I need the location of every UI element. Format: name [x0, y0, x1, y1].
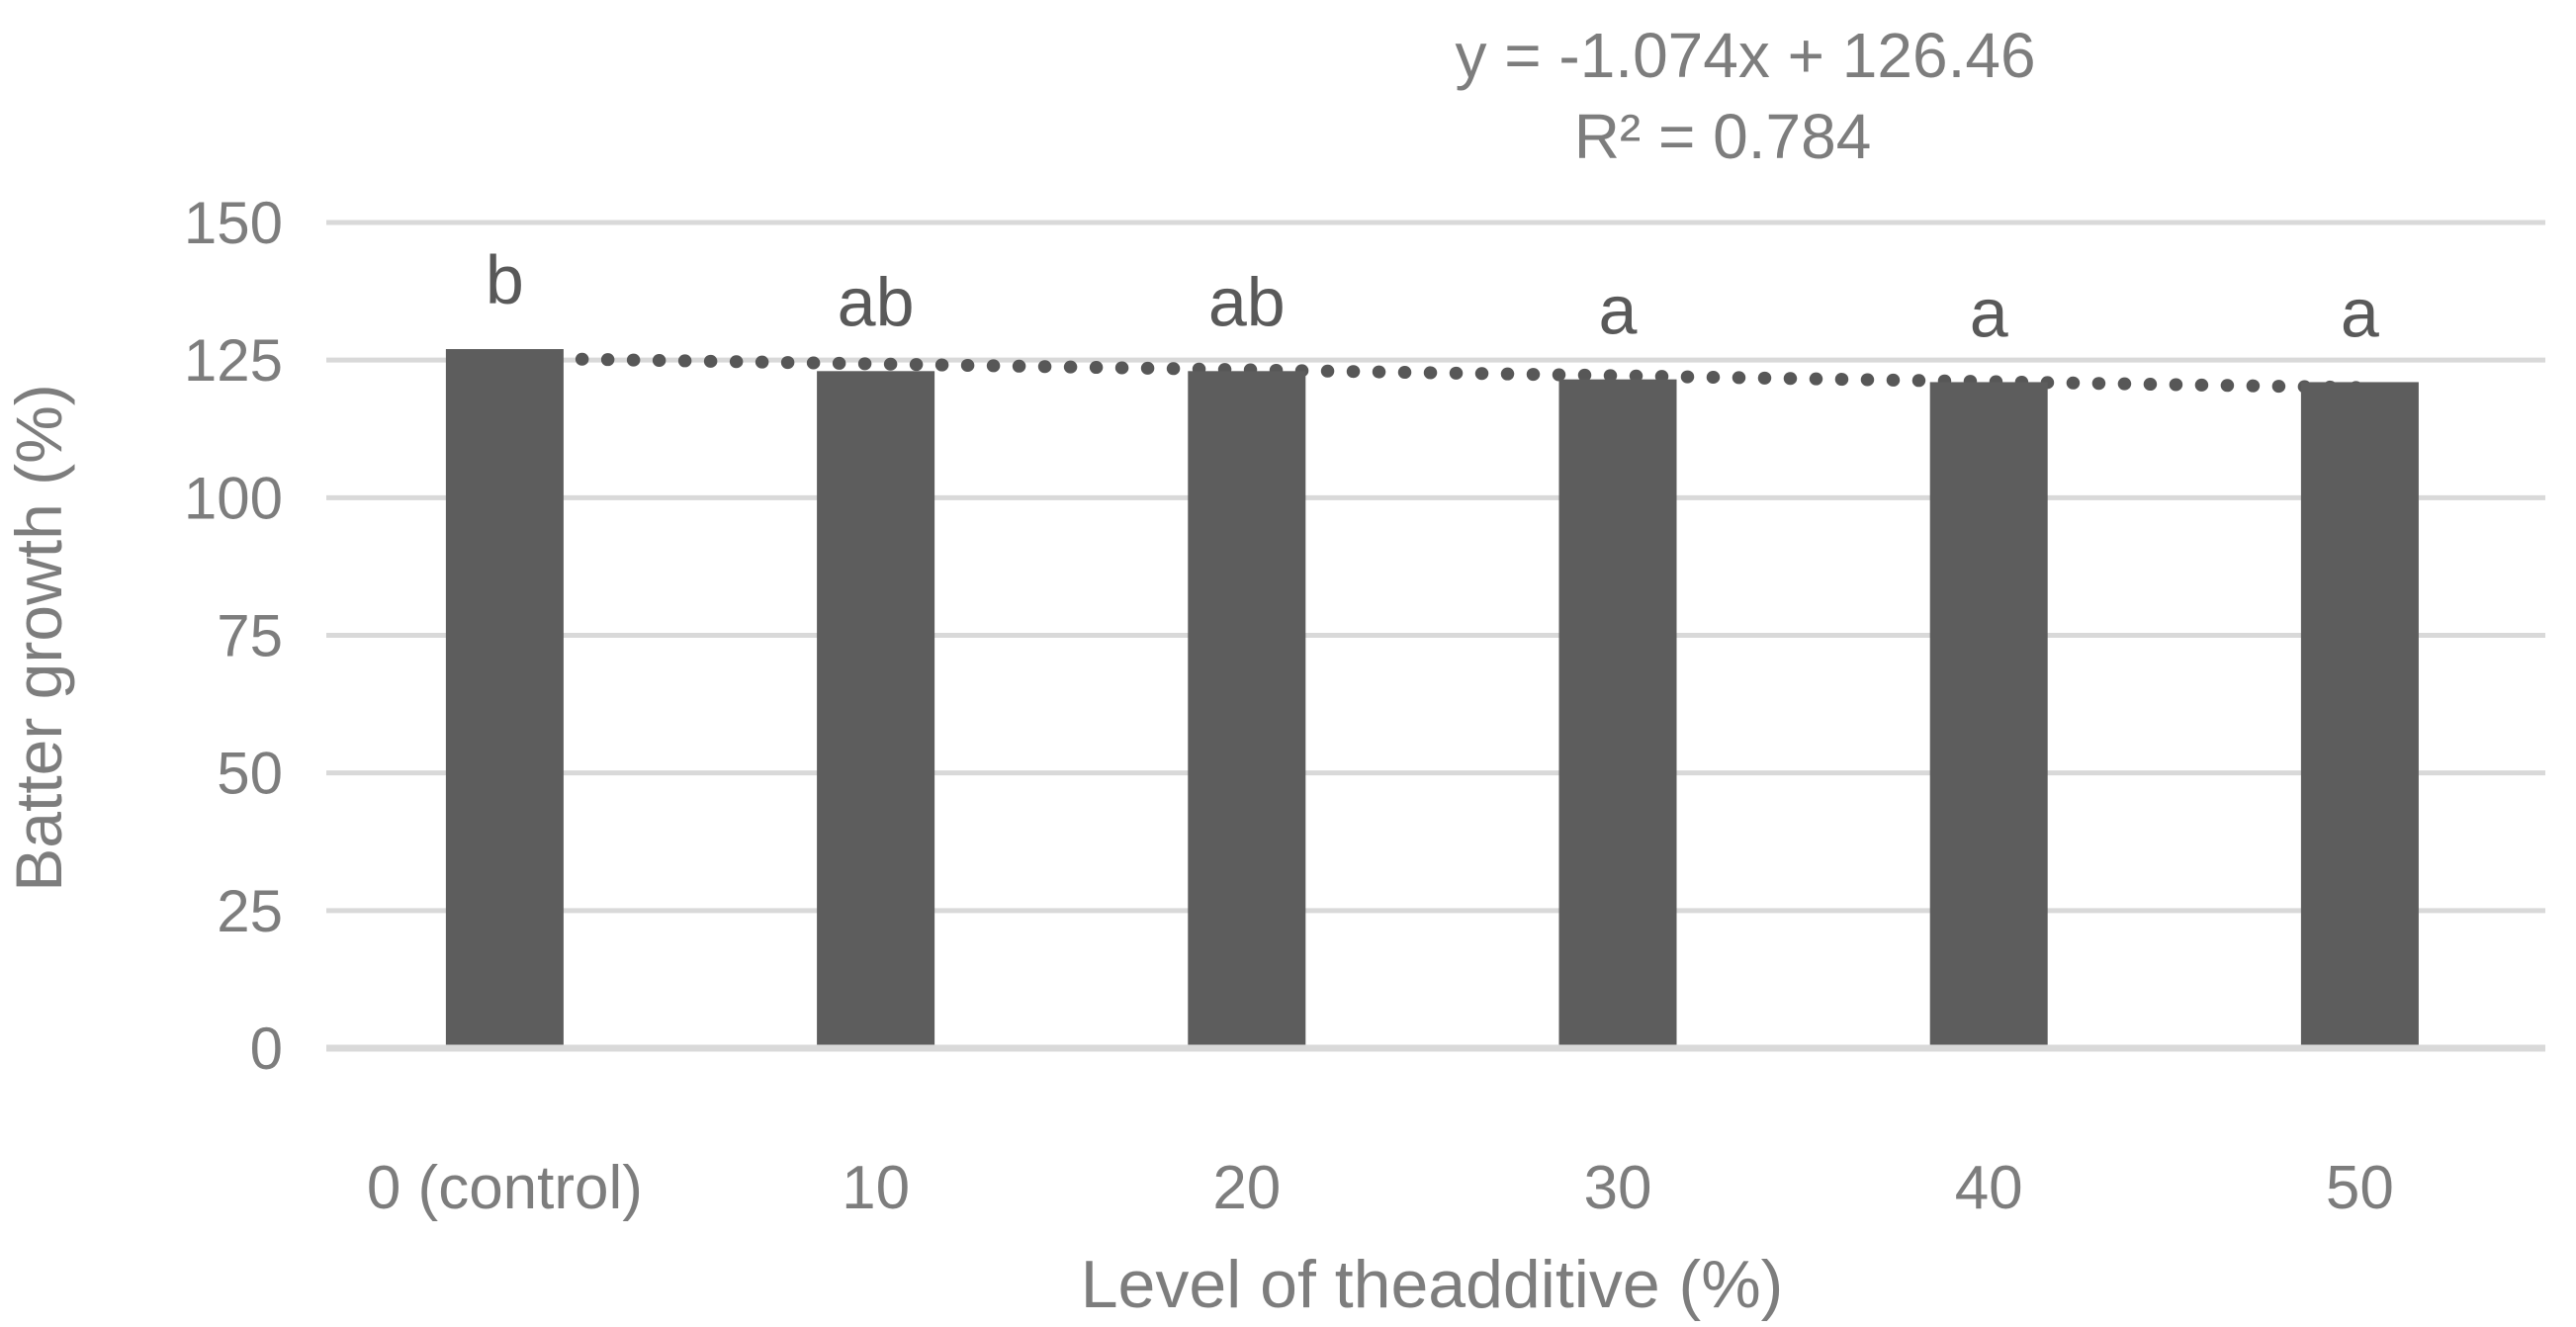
x-tick-label: 30 [1584, 1154, 1652, 1222]
x-tick-label: 50 [2326, 1154, 2394, 1222]
y-tick-labels-layer: 0 25 50 75 100 125 150 [184, 190, 283, 1082]
bar-30 [1558, 379, 1677, 1045]
y-tick-label: 150 [184, 190, 283, 256]
bar-50 [2300, 382, 2419, 1045]
significance-letter: b [486, 241, 524, 318]
y-tick-label: 100 [184, 465, 283, 531]
bars-layer [445, 349, 2419, 1045]
y-tick-label: 0 [250, 1016, 283, 1082]
significance-letter: a [1599, 272, 1638, 349]
trendline-dotted [497, 351, 2366, 395]
x-tick-label: 40 [1955, 1154, 2023, 1222]
bar-10 [817, 371, 935, 1045]
x-tick-label: 10 [842, 1154, 910, 1222]
significance-letter: a [1970, 274, 2008, 351]
y-tick-label: 125 [184, 327, 283, 394]
x-tick-label: 20 [1212, 1154, 1281, 1222]
trendline-equation: y = -1.074x + 126.46 [1455, 20, 2035, 91]
x-tick-labels-layer: 0 (control) 10 20 30 40 50 [367, 1154, 2394, 1222]
trendline-r-squared: R² = 0.784 [1574, 101, 1872, 172]
bar-40 [1929, 382, 2048, 1045]
trendline-layer [497, 351, 2366, 395]
y-tick-label: 25 [217, 878, 283, 944]
gridlines-layer [326, 220, 2545, 1051]
significance-letter: a [2341, 274, 2379, 351]
x-tick-label: 0 (control) [367, 1154, 643, 1222]
bar-0-control- [445, 349, 564, 1045]
y-tick-label: 75 [217, 603, 283, 669]
y-tick-label: 50 [217, 741, 283, 807]
y-axis-title: Batter growth (%) [2, 384, 75, 892]
significance-letters-layer: b ab ab a a a [486, 241, 2379, 351]
bar-20 [1188, 371, 1306, 1045]
significance-letter: ab [838, 263, 915, 340]
significance-letter: ab [1208, 263, 1286, 340]
x-axis-title: Level of theadditive (%) [1081, 1247, 1784, 1322]
